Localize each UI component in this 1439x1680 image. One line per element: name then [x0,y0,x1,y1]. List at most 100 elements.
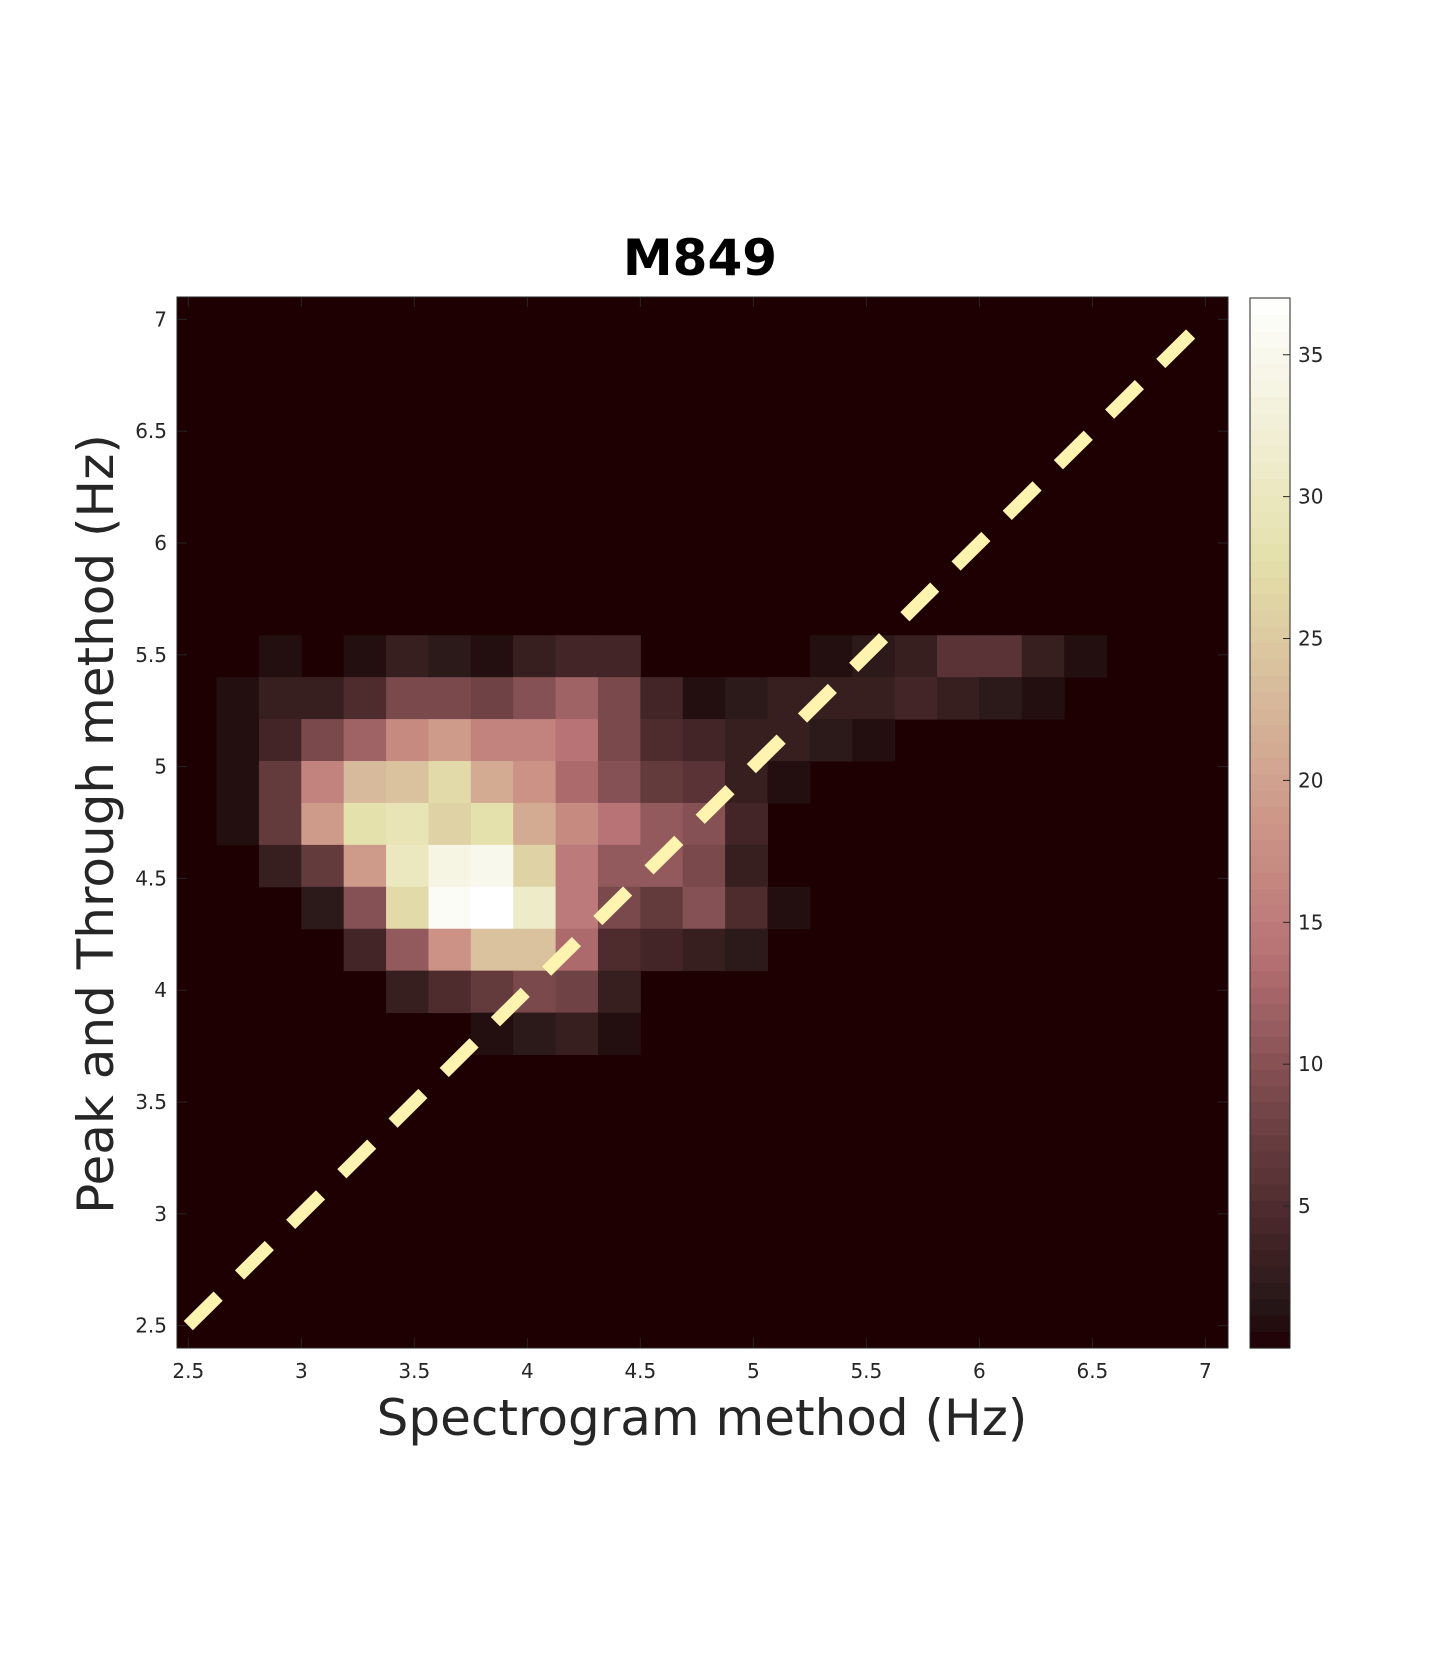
heatmap-cell [513,802,557,846]
heatmap-cell [301,844,345,888]
heatmap-cell [428,928,472,972]
y-axis-label: Peak and Through method (Hz) [67,434,125,1214]
colorbar-step [1250,511,1290,529]
colorbar-step [1250,1298,1290,1316]
colorbar-step [1250,298,1290,316]
colorbar-step [1250,937,1290,955]
y-axis-ticks: 2.5 3 3.5 4 4.5 5 5.5 6 6.5 7 [135,307,1228,1338]
colorbar-tick-label: 35 [1298,343,1323,367]
heatmap-cell [555,886,599,930]
y-tick-label: 2.5 [135,1314,167,1338]
colorbar-step [1250,773,1290,791]
colorbar-step [1250,691,1290,709]
colorbar-step [1250,1200,1290,1218]
heatmap-cell [597,802,641,846]
heatmap-cell [301,719,345,762]
heatmap-cell [386,970,429,1014]
heatmap-cell [343,844,387,888]
heatmap-cell [597,677,641,720]
heatmap-cell [597,719,641,762]
colorbar-tick-label: 10 [1298,1052,1323,1076]
colorbar-step [1250,1249,1290,1267]
y-tick-label: 5 [154,755,167,779]
colorbar-step [1250,560,1290,578]
heatmap-cell [428,886,472,930]
y-tick-label: 3.5 [135,1090,167,1114]
heatmap-cell [343,635,387,678]
heatmap-cell [343,802,387,846]
colorbar-step [1250,757,1290,775]
heatmap-cell [216,761,260,804]
colorbar-step [1250,658,1290,676]
heatmap-cell [470,761,514,804]
colorbar-step [1250,1331,1290,1349]
heatmap-cell [555,1012,599,1055]
colorbar-step [1250,708,1290,726]
colorbar-step [1250,888,1290,906]
colorbar: 5 10 15 20 25 30 35 [1249,297,1323,1349]
y-tick-label: 3 [154,1202,167,1226]
heatmap-cell [809,719,853,762]
colorbar-step [1250,1101,1290,1119]
y-tick-label: 7 [154,307,167,331]
heatmap-cell [979,635,1023,678]
heatmap-cell [725,844,768,888]
heatmap-cell [852,719,896,762]
heatmap-cell [216,677,260,720]
heatmap-cell [428,761,472,804]
colorbar-step [1250,527,1290,545]
heatmap-cell [555,970,599,1014]
colorbar-step [1250,396,1290,414]
heatmap-cell [809,635,853,678]
heatmap-cell [386,677,429,720]
colorbar-step [1250,642,1290,660]
colorbar-step [1250,347,1290,365]
heatmap-cell [301,761,345,804]
colorbar-step [1250,675,1290,693]
plot-area: 2.5 3 3.5 4 4.5 5 5.5 6 6.5 7 2.5 3 3.5 4 4.5 5 5.5 6 6.5… [135,296,1229,1383]
colorbar-step [1250,987,1290,1005]
heatmap-cell [597,1012,641,1055]
heatmap-cell [555,761,599,804]
heatmap-cell [470,677,514,720]
heatmap-cell [682,928,726,972]
colorbar-step [1250,544,1290,562]
x-tick-label: 4 [521,1359,534,1383]
heatmap-cell [428,970,472,1014]
colorbar-step [1250,330,1290,348]
heatmap-cell [597,844,641,888]
heatmap-cell [640,719,684,762]
axes-frame [176,296,1229,1349]
heatmap-cell [597,761,641,804]
heatmap-cell [682,886,726,930]
colorbar-step [1250,314,1290,332]
colorbar-step [1250,1233,1290,1251]
heatmap-cell [640,761,684,804]
reference-line-group [183,314,1210,1331]
colorbar-step [1250,478,1290,496]
colorbar-step [1250,1019,1290,1037]
heatmap-cell [597,970,641,1014]
colorbar-step [1250,855,1290,873]
heatmap-cell [386,761,429,804]
heatmap-cell [513,635,557,678]
colorbar-step [1250,412,1290,430]
colorbar-step [1250,1003,1290,1021]
heatmap-cell [258,635,302,678]
heatmap-cell [386,719,429,762]
heatmap-cell [428,719,472,762]
heatmap-cell [513,1012,557,1055]
heatmap-cell [767,886,811,930]
colorbar-step [1250,1216,1290,1234]
heatmap-cell [301,886,345,930]
colorbar-step [1250,1118,1290,1136]
heatmap-cell [386,928,429,972]
heatmap-cell [682,719,726,762]
heatmap-cell [470,802,514,846]
colorbar-tick-label: 20 [1298,768,1323,792]
heatmap-cell [852,677,896,720]
heatmap-cell [725,677,768,720]
colorbar-step [1250,839,1290,857]
colorbar-step [1250,1282,1290,1300]
y-tick-label: 4 [154,978,167,1002]
